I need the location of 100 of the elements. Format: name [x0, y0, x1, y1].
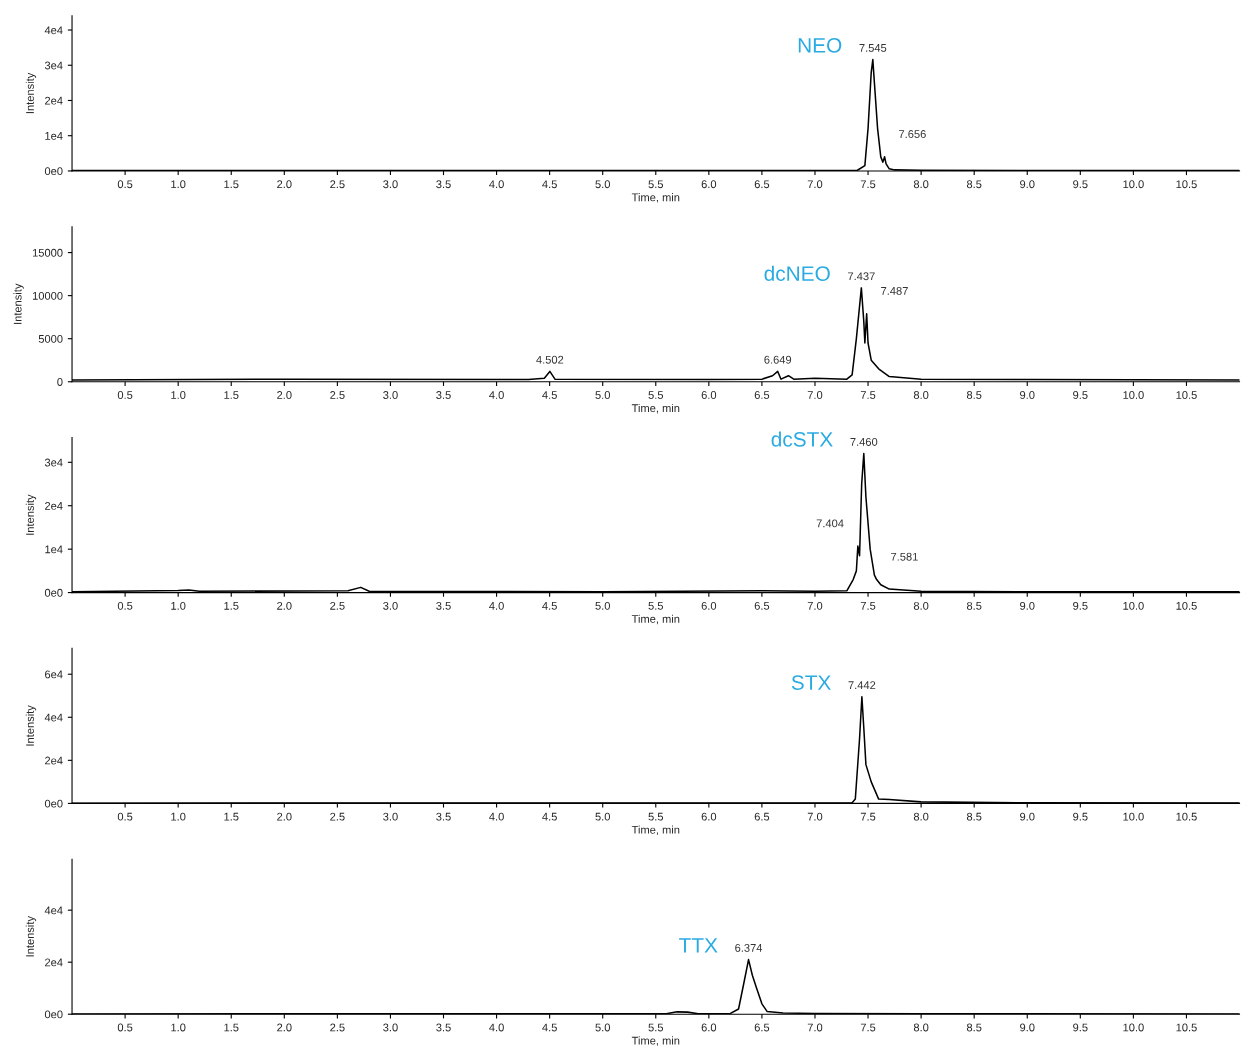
x-tick-label: 3.0 — [383, 1023, 398, 1032]
x-tick-label: 9.0 — [1020, 1023, 1035, 1032]
y-tick-label: 5000 — [38, 334, 63, 343]
x-tick-label: 6.5 — [754, 1023, 770, 1032]
x-tick-label: 10.0 — [1123, 601, 1144, 610]
x-tick-label: 7.0 — [807, 812, 823, 821]
x-tick-label: 8.5 — [966, 391, 982, 399]
x-tick-label: 7.5 — [860, 602, 876, 610]
x-tick-label: 5.5 — [648, 602, 664, 610]
x-tick-label: 2.0 — [277, 1023, 292, 1032]
y-tick-label: 0e0 — [44, 167, 63, 176]
x-tick-label: 5.0 — [595, 1023, 610, 1032]
x-tick-label: 5.5 — [648, 812, 664, 821]
x-tick-label: 5.5 — [648, 180, 664, 189]
y-axis-title: Intensity — [25, 72, 37, 114]
y-tick-label: 2e4 — [45, 96, 63, 105]
x-tick-label: 1.0 — [171, 180, 186, 189]
x-tick-label: 8.5 — [966, 812, 982, 821]
x-tick-label: 5.5 — [648, 391, 664, 399]
x-tick-label: 6.0 — [701, 391, 717, 399]
x-tick-label: 2.5 — [330, 391, 345, 399]
x-tick-label: 6.0 — [701, 812, 717, 821]
x-tick-label: 10.5 — [1176, 180, 1197, 189]
x-axis-title: Time, min — [631, 193, 680, 203]
x-tick-label: 4.5 — [542, 812, 557, 821]
y-tick-label: 10000 — [32, 291, 63, 300]
annotation: 7.460 — [850, 438, 878, 446]
x-tick-label: 2.5 — [330, 1023, 345, 1032]
x-tick-label: 6.5 — [754, 391, 770, 399]
y-tick-label: 4e4 — [44, 26, 63, 35]
y-tick-label: 0e0 — [44, 588, 63, 597]
x-tick-label: 9.0 — [1020, 180, 1035, 189]
x-tick-label: 9.5 — [1073, 601, 1088, 610]
x-tick-label: 3.5 — [436, 812, 451, 821]
x-tick-label: 7.0 — [807, 601, 823, 610]
annotation: 7.437 — [848, 272, 875, 281]
y-tick-label: 0e0 — [44, 1010, 63, 1019]
y-tick-label: 2e4 — [45, 756, 63, 765]
annotation: 7.545 — [859, 44, 887, 52]
x-tick-label: 7.0 — [807, 1023, 823, 1032]
annotation: TTX — [679, 938, 718, 953]
x-tick-label: 3.5 — [436, 601, 451, 610]
y-tick-label: 0e0 — [44, 799, 63, 808]
x-tick-label: 10.5 — [1176, 1023, 1197, 1032]
x-tick-label: 10.5 — [1176, 601, 1197, 610]
annotation: 4.502 — [536, 355, 564, 364]
annotation: NEO — [798, 37, 842, 53]
x-axis-title: Time, min — [631, 403, 680, 414]
annotation: 7.442 — [848, 681, 876, 689]
x-tick-label: 10.5 — [1176, 391, 1197, 399]
x-tick-label: 4.5 — [542, 180, 557, 189]
x-tick-label: 1.0 — [171, 1023, 186, 1032]
x-tick-label: 4.0 — [489, 812, 504, 821]
x-tick-label: 4.5 — [542, 602, 557, 610]
y-tick-label: 4e4 — [44, 906, 63, 915]
y-tick-label: 1e4 — [45, 545, 63, 554]
annotation: 6.649 — [764, 355, 792, 364]
x-tick-label: 8.5 — [966, 601, 982, 610]
x-tick-label: 9.5 — [1073, 1023, 1088, 1032]
x-tick-label: 1.5 — [224, 812, 239, 821]
x-tick-label: 5.0 — [595, 601, 610, 610]
x-tick-label: 7.5 — [860, 180, 876, 189]
x-tick-label: 1.0 — [171, 601, 186, 610]
x-tick-label: 10.0 — [1123, 391, 1144, 399]
y-tick-label: 6e4 — [45, 670, 63, 679]
x-tick-label: 2.5 — [330, 180, 345, 189]
x-tick-label: 3.5 — [436, 180, 451, 189]
x-tick-label: 3.0 — [383, 180, 398, 189]
y-tick-label: 15000 — [32, 248, 63, 257]
y-tick-label: 4e4 — [44, 713, 63, 722]
x-tick-label: 3.0 — [383, 812, 398, 821]
y-tick-label: 3e4 — [44, 61, 63, 70]
x-tick-label: 5.0 — [595, 180, 610, 189]
x-tick-label: 10.0 — [1123, 1023, 1144, 1032]
y-tick-label: 2e4 — [45, 502, 63, 510]
y-axis-title: Intensity — [25, 705, 37, 746]
annotation: 7.487 — [881, 287, 908, 295]
x-tick-label: 3.5 — [436, 1023, 451, 1032]
x-tick-label: 6.5 — [754, 601, 770, 610]
x-tick-label: 1.5 — [224, 1023, 239, 1032]
x-tick-label: 2.0 — [277, 601, 292, 610]
x-tick-label: 4.0 — [489, 601, 504, 610]
x-tick-label: 7.5 — [860, 812, 876, 821]
x-tick-label: 9.0 — [1020, 601, 1035, 610]
x-tick-label: 0.5 — [117, 601, 133, 610]
annotation: dcSTX — [771, 431, 833, 447]
annotation: 7.404 — [816, 519, 844, 528]
x-tick-label: 4.5 — [542, 1023, 557, 1032]
y-axis-title: Intensity — [25, 494, 37, 535]
x-tick-label: 7.0 — [807, 391, 823, 399]
x-tick-label: 2.0 — [277, 180, 292, 189]
x-tick-label: 8.0 — [913, 812, 929, 821]
y-tick-label: 2e4 — [45, 958, 63, 967]
x-tick-label: 3.0 — [383, 391, 398, 399]
x-tick-label: 6.0 — [701, 1023, 717, 1032]
x-tick-label: 1.0 — [171, 812, 186, 821]
x-tick-label: 5.0 — [595, 812, 610, 821]
x-tick-label: 0.5 — [117, 1023, 133, 1032]
x-tick-label: 10.5 — [1176, 812, 1197, 821]
x-tick-label: 8.0 — [913, 601, 929, 610]
